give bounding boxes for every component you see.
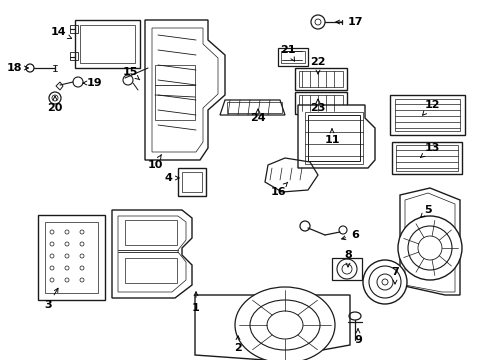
Bar xyxy=(125,220,177,245)
Text: 6: 6 xyxy=(341,230,358,240)
Bar xyxy=(182,172,202,192)
Bar xyxy=(294,92,346,114)
Bar xyxy=(70,52,78,60)
Bar xyxy=(178,168,205,196)
Bar xyxy=(298,95,342,111)
Polygon shape xyxy=(112,210,192,298)
Polygon shape xyxy=(38,215,105,300)
Bar xyxy=(394,99,459,131)
Bar xyxy=(298,71,342,87)
Text: 9: 9 xyxy=(353,329,361,345)
Bar xyxy=(307,115,359,161)
Bar xyxy=(80,25,135,63)
Bar xyxy=(391,142,461,174)
Text: 19: 19 xyxy=(83,78,102,88)
Text: 13: 13 xyxy=(420,143,439,158)
Text: 22: 22 xyxy=(309,57,325,74)
Text: 3: 3 xyxy=(44,288,58,310)
Bar xyxy=(125,258,177,283)
Text: 4: 4 xyxy=(164,173,179,183)
Bar xyxy=(70,25,78,33)
Text: 21: 21 xyxy=(280,45,295,61)
Circle shape xyxy=(362,260,406,304)
Text: 17: 17 xyxy=(335,17,362,27)
Polygon shape xyxy=(399,188,459,295)
Text: 7: 7 xyxy=(390,267,398,284)
Text: 8: 8 xyxy=(344,250,351,267)
Text: 20: 20 xyxy=(47,96,62,113)
Bar xyxy=(294,68,346,90)
Text: 14: 14 xyxy=(50,27,71,39)
Text: 5: 5 xyxy=(420,205,431,217)
Text: 15: 15 xyxy=(122,67,140,80)
Text: 12: 12 xyxy=(422,100,439,115)
Ellipse shape xyxy=(397,216,461,280)
Text: 2: 2 xyxy=(234,336,242,353)
Bar xyxy=(305,112,362,164)
Bar xyxy=(395,145,457,171)
Bar xyxy=(331,258,361,280)
Bar xyxy=(389,95,464,135)
Bar xyxy=(75,20,140,68)
Bar xyxy=(226,102,282,113)
Ellipse shape xyxy=(235,287,334,360)
Text: 23: 23 xyxy=(310,99,325,113)
Text: 11: 11 xyxy=(324,129,339,145)
Bar xyxy=(278,48,307,66)
Text: 10: 10 xyxy=(147,155,163,170)
Text: 1: 1 xyxy=(192,292,200,313)
Bar xyxy=(281,51,305,63)
Polygon shape xyxy=(195,295,349,360)
Text: 24: 24 xyxy=(250,109,265,123)
Bar xyxy=(155,65,195,120)
Text: 16: 16 xyxy=(270,182,287,197)
Polygon shape xyxy=(297,105,374,168)
Text: 18: 18 xyxy=(6,63,28,73)
